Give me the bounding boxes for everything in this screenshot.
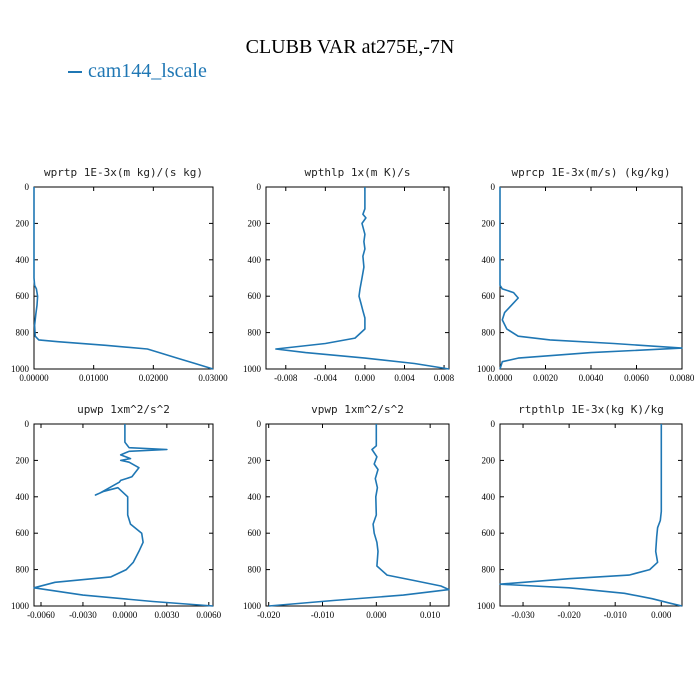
panel-1-series-line (33, 187, 214, 370)
page-title: CLUBB VAR at275E,-7N (245, 36, 455, 58)
x-tick-label: -0.020 (557, 610, 581, 620)
panel-4-title: upwp 1xm^2/s^2 (77, 403, 170, 416)
y-tick-label: 400 (16, 492, 30, 502)
y-tick-label: 200 (482, 218, 496, 228)
y-tick-label: 0 (25, 419, 30, 429)
y-tick-label: 800 (482, 565, 496, 575)
y-tick-label: 200 (248, 455, 262, 465)
y-tick-label: 1000 (243, 601, 262, 611)
y-tick-label: 200 (16, 455, 30, 465)
panel-5-frame (265, 423, 450, 607)
panel-6-title: rtpthlp 1E-3x(kg K)/kg (518, 403, 664, 416)
x-tick-label: 0.01000 (79, 373, 109, 383)
y-tick-label: 800 (16, 328, 30, 338)
x-tick-label: 0.008 (434, 373, 455, 383)
x-tick-label: 0.00000 (19, 373, 49, 383)
y-tick-label: 800 (482, 328, 496, 338)
y-tick-label: 600 (16, 291, 30, 301)
panel-1-title: wprtp 1E-3x(m kg)/(s kg) (44, 166, 203, 179)
y-tick-label: 0 (257, 419, 262, 429)
y-tick-label: 600 (482, 528, 496, 538)
y-tick-label: 0 (257, 182, 262, 192)
x-tick-label: 0.0030 (154, 610, 179, 620)
panel-3-title: wprcp 1E-3x(m/s) (kg/kg) (512, 166, 671, 179)
panel-2-frame (265, 186, 450, 370)
legend-line-swatch (68, 71, 82, 74)
y-tick-label: 1000 (11, 364, 30, 374)
y-tick-label: 600 (482, 291, 496, 301)
panel-4-series-line (33, 424, 214, 607)
panel-6-frame (499, 423, 683, 607)
x-tick-label: 0.000 (355, 373, 376, 383)
y-tick-label: 400 (248, 255, 262, 265)
panel-2-series-line (275, 187, 450, 370)
x-tick-label: 0.0060 (624, 373, 649, 383)
x-tick-label: 0.0080 (670, 373, 695, 383)
y-tick-label: 800 (248, 328, 262, 338)
x-tick-label: -0.010 (311, 610, 335, 620)
panel-6-series-line (499, 424, 683, 607)
y-tick-label: 0 (25, 182, 30, 192)
x-tick-label: -0.0060 (27, 610, 55, 620)
panel-3-series-line (499, 187, 683, 370)
x-tick-label: 0.000 (651, 610, 672, 620)
y-tick-label: 400 (482, 492, 496, 502)
x-tick-label: 0.0000 (113, 610, 138, 620)
y-tick-label: 800 (248, 565, 262, 575)
y-tick-label: 1000 (243, 364, 262, 374)
legend-label: cam144_lscale (88, 60, 207, 82)
x-tick-label: -0.010 (604, 610, 628, 620)
y-tick-label: 1000 (477, 601, 496, 611)
y-tick-label: 600 (248, 528, 262, 538)
y-tick-label: 0 (491, 182, 496, 192)
x-tick-label: -0.004 (314, 373, 338, 383)
panel-5-series-line (268, 424, 450, 607)
y-tick-label: 200 (248, 218, 262, 228)
x-tick-label: 0.0020 (533, 373, 558, 383)
x-tick-label: -0.020 (257, 610, 281, 620)
panel-5-title: vpwp 1xm^2/s^2 (311, 403, 404, 416)
x-tick-label: 0.000 (366, 610, 387, 620)
legend: cam144_lscale (68, 60, 207, 83)
panel-2-title: wpthlp 1x(m K)/s (305, 166, 411, 179)
y-tick-label: 1000 (477, 364, 496, 374)
y-tick-label: 200 (482, 455, 496, 465)
y-tick-label: 400 (248, 492, 262, 502)
x-tick-label: 0.004 (394, 373, 415, 383)
y-tick-label: 0 (491, 419, 496, 429)
x-tick-label: 0.0040 (579, 373, 604, 383)
x-tick-label: -0.030 (511, 610, 535, 620)
x-tick-label: -0.008 (274, 373, 298, 383)
x-tick-label: 0.0060 (196, 610, 221, 620)
x-tick-label: -0.0030 (69, 610, 97, 620)
y-tick-label: 400 (482, 255, 496, 265)
x-tick-label: 0.02000 (139, 373, 169, 383)
y-tick-label: 600 (248, 291, 262, 301)
y-tick-label: 400 (16, 255, 30, 265)
y-tick-label: 1000 (11, 601, 30, 611)
y-tick-label: 600 (16, 528, 30, 538)
x-tick-label: 0.010 (420, 610, 441, 620)
x-tick-label: 0.0000 (488, 373, 513, 383)
panel-4-frame (33, 423, 214, 607)
y-tick-label: 800 (16, 565, 30, 575)
y-tick-label: 200 (16, 218, 30, 228)
x-tick-label: 0.03000 (198, 373, 228, 383)
